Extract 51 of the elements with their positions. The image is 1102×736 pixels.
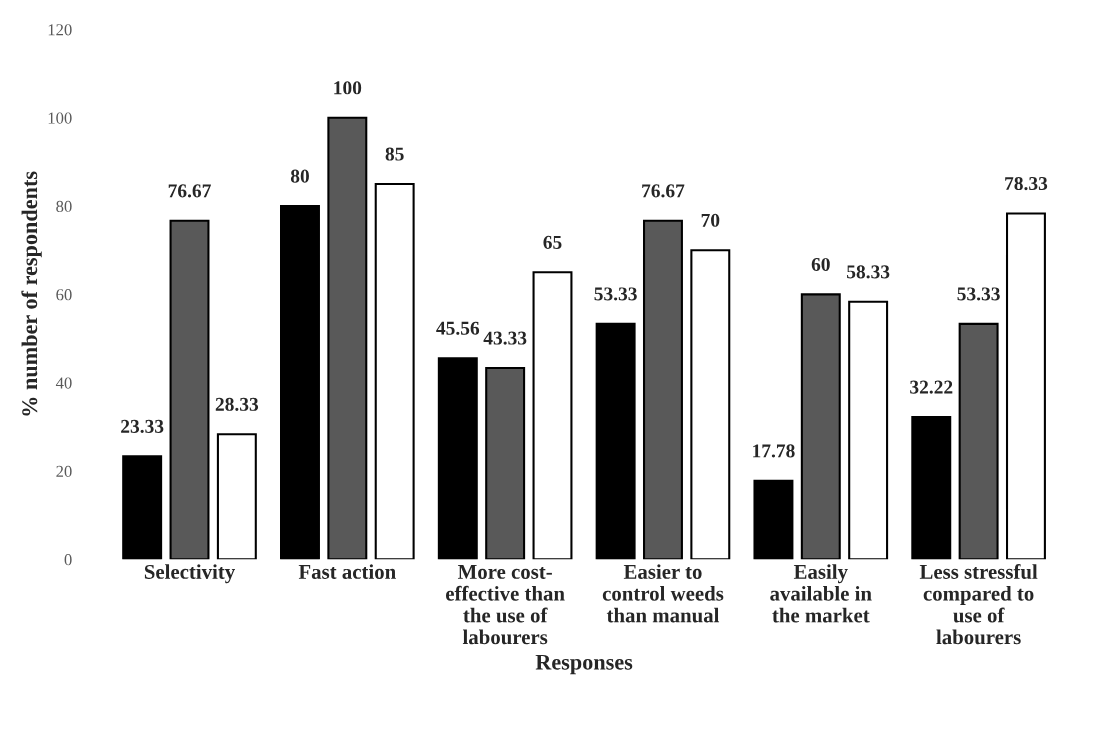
x-tick-label: Easier to control weeds than manual	[602, 564, 724, 623]
data-label: 76.67	[642, 184, 685, 198]
data-label: 53.33	[594, 287, 637, 301]
x-tick-label: Less stressful compared to use of labourers	[919, 564, 1038, 645]
x-tick-label: Easily available in the market	[770, 564, 872, 623]
data-label: 45.56	[436, 321, 480, 335]
bar	[122, 455, 163, 560]
bar	[911, 416, 952, 560]
data-label: 80	[290, 169, 309, 183]
data-label: 28.33	[215, 397, 259, 411]
data-label: 32.22	[910, 380, 953, 394]
bar	[958, 322, 999, 560]
x-tick-label: Selectivity	[144, 564, 236, 584]
y-tick-label: 0	[64, 554, 72, 566]
bar	[169, 219, 210, 560]
data-label: 53.33	[957, 287, 1000, 301]
data-label: 60	[811, 257, 830, 272]
bar	[280, 205, 320, 560]
data-label: 65	[543, 235, 562, 249]
data-label: 23.33	[121, 419, 164, 434]
data-label: 78.33	[1005, 176, 1048, 191]
bar	[374, 182, 415, 560]
data-label: 85	[385, 147, 404, 161]
data-label: 58.33	[847, 265, 890, 279]
data-label: 17.78	[753, 444, 795, 458]
bar	[532, 271, 573, 560]
y-tick-label: 120	[48, 24, 72, 36]
bar	[485, 366, 526, 560]
bar	[690, 249, 731, 560]
bar	[595, 322, 636, 560]
bar	[437, 357, 478, 560]
bar	[1005, 212, 1046, 560]
y-tick-label: 60	[56, 289, 72, 301]
bar	[327, 116, 368, 560]
bar	[216, 433, 257, 560]
data-label: 100	[334, 81, 362, 95]
x-axis-title: Responses	[535, 654, 633, 675]
y-tick-label: 100	[48, 112, 72, 124]
bar	[848, 300, 889, 560]
bar	[800, 293, 841, 560]
y-tick-label: 20	[56, 465, 72, 477]
data-label: 43.33	[483, 331, 527, 345]
bar	[753, 479, 794, 560]
data-label: 70	[701, 213, 720, 227]
data-label: 76.67	[168, 184, 211, 198]
y-tick-label: 40	[55, 377, 72, 389]
y-tick-label: 80	[56, 200, 72, 213]
bar	[642, 219, 683, 560]
x-tick-label: Fast action	[298, 564, 396, 579]
y-axis-title: % number of respondents	[21, 171, 42, 416]
x-tick-label: More cost- effective than the use of labourers	[445, 565, 565, 645]
